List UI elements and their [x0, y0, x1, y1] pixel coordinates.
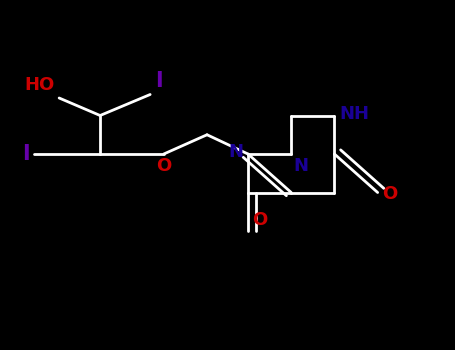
- Text: O: O: [253, 211, 268, 229]
- Text: O: O: [382, 185, 398, 203]
- Text: HO: HO: [25, 77, 55, 95]
- Text: I: I: [155, 71, 162, 91]
- Text: O: O: [156, 158, 172, 175]
- Text: I: I: [22, 144, 30, 164]
- Text: N: N: [293, 158, 308, 175]
- Text: NH: NH: [339, 105, 369, 123]
- Text: N: N: [228, 143, 243, 161]
